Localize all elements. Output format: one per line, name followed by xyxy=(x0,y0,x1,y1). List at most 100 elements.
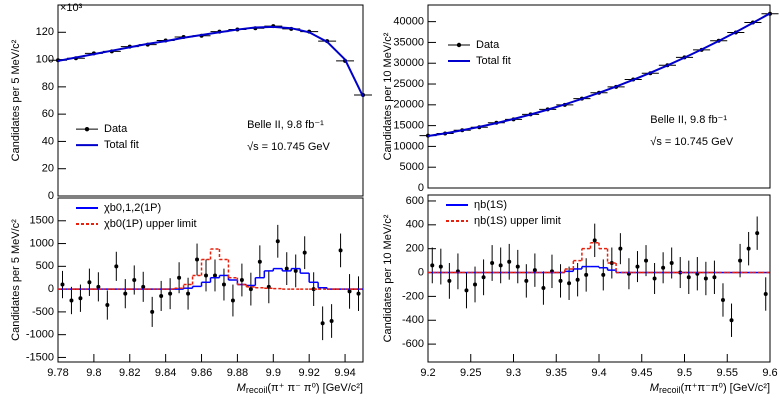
x-label-sub: recoil xyxy=(246,385,268,395)
x-tick-label: 9.8 xyxy=(86,367,101,379)
data-point xyxy=(490,260,495,265)
x-tick-label: 9.55 xyxy=(717,367,738,379)
y-tick-label: -1500 xyxy=(26,351,54,363)
data-point xyxy=(652,276,657,281)
y-tick-label: 100 xyxy=(36,53,54,65)
data-point xyxy=(96,284,101,289)
data-point xyxy=(473,282,478,287)
data-point xyxy=(447,278,452,283)
data-point xyxy=(221,282,226,287)
y-axis-label: Candidates per 5 MeV/c² xyxy=(10,219,22,341)
y-tick-label: -400 xyxy=(402,314,424,326)
legend-label: Data xyxy=(104,123,128,135)
data-point xyxy=(661,265,666,270)
data-point xyxy=(601,272,606,277)
data-point xyxy=(558,278,563,283)
data-point xyxy=(763,292,768,297)
x-tick-label: 9.86 xyxy=(191,367,212,379)
y-axis-label: Candidates per 10 MeV/c² xyxy=(382,32,394,160)
data-point xyxy=(746,246,751,251)
data-point xyxy=(177,275,182,280)
data-point xyxy=(669,260,674,265)
legend-symbol xyxy=(456,42,462,48)
x-tick-label: 9.92 xyxy=(298,367,319,379)
data-point xyxy=(60,282,65,287)
x-tick-label: 9.5 xyxy=(677,367,692,379)
data-point xyxy=(712,275,717,280)
plot-frame xyxy=(57,4,364,197)
data-point xyxy=(347,289,352,294)
data-point xyxy=(338,248,343,253)
data-point xyxy=(275,239,280,244)
data-point xyxy=(438,264,443,269)
data-point xyxy=(302,250,307,255)
x-tick-label: 9.94 xyxy=(334,367,355,379)
data-point xyxy=(618,246,623,251)
legend-label: Total fit xyxy=(104,139,139,151)
legend-label: Data xyxy=(476,39,500,51)
y-tick-label: 1000 xyxy=(30,237,54,249)
data-point xyxy=(320,321,325,326)
y-tick-label: 10000 xyxy=(393,140,424,152)
x-tick-label: 9.88 xyxy=(227,367,248,379)
y-tick-label: 0 xyxy=(48,190,54,202)
data-point xyxy=(78,296,83,301)
data-point xyxy=(141,284,146,289)
data-point xyxy=(87,280,92,285)
data-point xyxy=(284,266,289,271)
plot-frame xyxy=(57,197,364,363)
data-point xyxy=(257,259,262,264)
annotation: √s = 10.745 GeV xyxy=(247,141,330,153)
y-tick-label: 40000 xyxy=(393,16,424,28)
data-point xyxy=(159,293,164,298)
data-point xyxy=(186,291,191,296)
data-point xyxy=(464,288,469,293)
y-axis-label: Candidates per 10 MeV/c² xyxy=(382,214,394,342)
data-point xyxy=(230,298,235,303)
data-point xyxy=(584,272,589,277)
annotation: √s = 10.745 GeV xyxy=(650,136,733,148)
y-tick-label: 40 xyxy=(42,135,54,147)
y-tick-label: 1500 xyxy=(30,215,54,227)
data-point xyxy=(204,273,209,278)
data-point xyxy=(114,264,119,269)
data-point xyxy=(644,258,649,263)
data-point xyxy=(686,275,691,280)
y-tick-label: 20 xyxy=(42,163,54,175)
data-point xyxy=(532,268,537,273)
x-tick-label: 9.35 xyxy=(546,367,567,379)
y-tick-label: 5000 xyxy=(400,161,424,173)
data-point xyxy=(150,309,155,314)
data-point xyxy=(123,291,128,296)
data-point xyxy=(507,259,512,264)
data-point xyxy=(541,286,546,291)
fit-curve xyxy=(427,12,771,137)
x-tick-label: 9.45 xyxy=(631,367,652,379)
data-point xyxy=(738,258,743,263)
x-tick-label: 9.82 xyxy=(119,367,140,379)
axis-multiplier: ×10³ xyxy=(60,2,83,14)
data-point xyxy=(515,264,520,269)
y-tick-label: -1000 xyxy=(26,329,54,341)
annotation: Belle II, 9.8 fb⁻¹ xyxy=(650,114,727,126)
y-tick-label: 120 xyxy=(36,26,54,38)
data-point xyxy=(311,287,316,292)
data-point xyxy=(293,268,298,273)
data-point xyxy=(703,276,708,281)
legend-label: ηb(1S) xyxy=(474,199,507,211)
y-tick-label: 0 xyxy=(48,283,54,295)
x-label-rest: (π⁺ π⁻ π⁰) [GeV/c²] xyxy=(267,382,363,394)
x-tick-label: 9.84 xyxy=(155,367,176,379)
legend-label: χb0(1P) upper limit xyxy=(104,218,197,230)
data-point xyxy=(635,264,640,269)
data-point xyxy=(105,303,110,308)
data-point xyxy=(430,263,435,268)
y-tick-label: 200 xyxy=(406,243,424,255)
data-point xyxy=(195,257,200,262)
data-point xyxy=(592,238,597,243)
y-axis-label: Candidates per 5 MeV/c² xyxy=(10,39,22,161)
data-point xyxy=(329,319,334,323)
data-point xyxy=(498,263,503,268)
x-tick-label: 9.3 xyxy=(506,367,521,379)
data-point xyxy=(609,260,614,265)
